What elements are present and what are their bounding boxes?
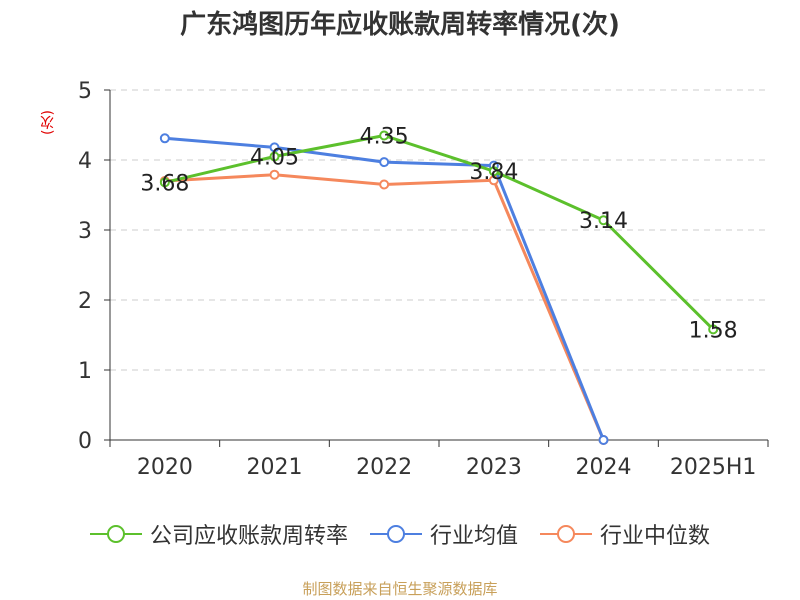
y-tick-label: 0 bbox=[78, 429, 92, 454]
data-point-0 bbox=[269, 151, 280, 162]
legend-label-company: 公司应收账款周转率 bbox=[149, 524, 348, 549]
data-point-0 bbox=[379, 130, 390, 141]
y-tick-label: 2 bbox=[78, 289, 92, 314]
chart-title: 广东鸿图历年应收账款周转率情况(次) bbox=[180, 10, 620, 40]
data-point-2 bbox=[379, 179, 390, 190]
data-point-1 bbox=[379, 157, 390, 168]
data-point-1 bbox=[269, 142, 280, 153]
data-label: 3.84 bbox=[469, 160, 518, 185]
x-tick-label: 2020 bbox=[137, 455, 193, 480]
legend-label-industry-mean: 行业均值 bbox=[429, 524, 518, 549]
y-tick-label: 1 bbox=[78, 359, 92, 384]
series-line-2 bbox=[164, 173, 605, 441]
legend-swatch-industry-mean bbox=[369, 525, 422, 543]
data-source-note: 制图数据来自恒生聚源数据库 bbox=[302, 580, 498, 598]
grid-lines bbox=[110, 89, 768, 371]
data-label: 3.14 bbox=[579, 209, 628, 234]
y-tick-label: 4 bbox=[78, 149, 92, 174]
x-tick-label: 2023 bbox=[466, 455, 522, 480]
data-label: 4.35 bbox=[360, 125, 409, 150]
legend: 公司应收账款周转率 行业均值 行业中位数 bbox=[0, 518, 800, 550]
series-layer bbox=[159, 130, 719, 445]
data-point-2 bbox=[488, 175, 499, 186]
y-tick-label: 5 bbox=[78, 79, 92, 104]
legend-swatch-industry-median bbox=[540, 525, 592, 543]
legend-item-industry-mean[interactable]: 行业均值 bbox=[369, 518, 518, 550]
y-tick-label: 3 bbox=[78, 219, 92, 244]
data-point-0 bbox=[488, 166, 499, 177]
data-point-0 bbox=[159, 177, 170, 188]
legend-swatch-company bbox=[89, 525, 142, 543]
data-label: 1.58 bbox=[689, 318, 738, 343]
x-tick-label: 2024 bbox=[576, 455, 632, 480]
data-point-0 bbox=[598, 215, 609, 226]
series-line-0 bbox=[164, 133, 715, 331]
x-tick-label: 2021 bbox=[247, 455, 303, 480]
x-tick-label: 2022 bbox=[356, 455, 412, 480]
data-point-0 bbox=[708, 324, 719, 335]
data-point-1 bbox=[159, 133, 170, 144]
data-label: 3.68 bbox=[140, 171, 189, 196]
axes: 0 1 2 3 4 5 2020 2021 2022 2023 2024 2025H1 bbox=[78, 79, 769, 480]
legend-label-industry-median: 行业中位数 bbox=[600, 524, 711, 549]
x-tick-label: 2025H1 bbox=[670, 455, 757, 480]
data-labels: 3.68 4.05 4.35 3.84 3.14 1.58 bbox=[140, 125, 737, 344]
legend-item-industry-median[interactable]: 行业中位数 bbox=[540, 518, 710, 550]
data-point-1 bbox=[598, 435, 609, 445]
legend-item-company[interactable]: 公司应收账款周转率 bbox=[89, 518, 348, 550]
data-label: 4.05 bbox=[250, 146, 299, 171]
data-point-2 bbox=[269, 169, 280, 180]
